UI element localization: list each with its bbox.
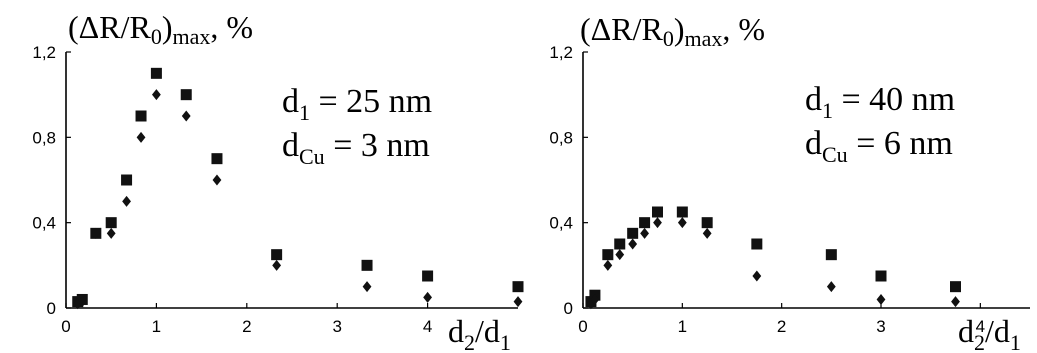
diamond-point bbox=[640, 227, 649, 239]
axes bbox=[582, 52, 1030, 309]
diamond-point bbox=[77, 296, 87, 308]
chart-right: (ΔR/R0)max, % 0 1 2 3 4 0 0,4 0,8 1,2 d1 = 40 nm… bbox=[549, 11, 1030, 353]
square-point bbox=[211, 153, 223, 165]
x-tick-label: 4 bbox=[423, 317, 432, 336]
x-tick-label: 3 bbox=[332, 317, 341, 336]
diamond-point bbox=[628, 238, 638, 250]
x-tick-label: 0 bbox=[61, 317, 70, 336]
diamond-point bbox=[653, 217, 662, 229]
square-point bbox=[105, 217, 117, 229]
axes bbox=[65, 52, 518, 309]
square-point bbox=[121, 174, 133, 186]
square-point bbox=[150, 67, 162, 79]
y-tick-label: 0 bbox=[564, 299, 573, 318]
x-axis-label: d2/d1 bbox=[448, 313, 511, 353]
diamond-point bbox=[423, 291, 432, 303]
square-point bbox=[652, 206, 663, 218]
square-point bbox=[135, 110, 147, 122]
data-points bbox=[585, 206, 961, 310]
x-axis-label: d2/d1 bbox=[958, 313, 1021, 353]
x-tick-label: 2 bbox=[777, 317, 786, 336]
y-tick-label: 1,2 bbox=[549, 43, 573, 62]
square-point bbox=[639, 217, 651, 229]
square-point bbox=[825, 249, 837, 261]
diamond-point bbox=[152, 89, 161, 101]
diamond-point bbox=[181, 110, 191, 122]
x-tick-label: 3 bbox=[876, 317, 885, 336]
square-point bbox=[512, 281, 524, 293]
annotation-d1: d1 = 40 nm bbox=[805, 81, 955, 123]
diamond-point bbox=[513, 296, 523, 308]
square-point bbox=[950, 281, 961, 293]
diamond-point bbox=[272, 259, 282, 271]
y-axis-label: (ΔR/R0)max, % bbox=[580, 11, 765, 51]
x-tick-label: 1 bbox=[678, 317, 687, 336]
annotation-d1: d1 = 25 nm bbox=[282, 83, 432, 125]
square-point bbox=[751, 238, 763, 250]
diamond-point bbox=[951, 296, 960, 308]
diamond-point bbox=[212, 174, 222, 186]
square-point bbox=[180, 89, 192, 101]
diamond-point bbox=[615, 249, 625, 261]
chart-left: (ΔR/R0)max, % 0 1 2 3 4 0 0,4 0,8 1,2 d1 = 25 nm… bbox=[32, 9, 524, 353]
square-point bbox=[422, 270, 434, 282]
square-point bbox=[875, 270, 887, 282]
diamond-point bbox=[603, 259, 613, 271]
square-point bbox=[361, 259, 373, 271]
square-point bbox=[701, 217, 713, 229]
square-point bbox=[602, 249, 614, 261]
y-tick-label: 0 bbox=[47, 299, 56, 318]
annotation-dcu: dCu = 6 nm bbox=[805, 125, 953, 167]
square-point bbox=[627, 227, 639, 239]
x-tick-label: 0 bbox=[578, 317, 587, 336]
diamond-point bbox=[677, 217, 687, 229]
diamond-point bbox=[362, 281, 372, 293]
ticks: 0 1 2 3 4 0 0,4 0,8 1,2 bbox=[32, 43, 432, 336]
x-tick-label: 1 bbox=[152, 317, 161, 336]
diamond-point bbox=[91, 227, 101, 239]
square-point bbox=[614, 238, 626, 250]
y-tick-label: 0,8 bbox=[549, 128, 573, 147]
square-point bbox=[271, 249, 283, 261]
diamond-point bbox=[702, 227, 712, 239]
y-tick-label: 0,4 bbox=[32, 214, 56, 233]
diamond-point bbox=[136, 131, 146, 143]
y-tick-label: 0,4 bbox=[549, 214, 573, 233]
y-tick-label: 1,2 bbox=[32, 43, 56, 62]
diamond-point bbox=[106, 227, 116, 239]
diamond-point bbox=[826, 281, 836, 293]
square-point bbox=[676, 206, 688, 218]
annotation-dcu: dCu = 3 nm bbox=[282, 127, 430, 169]
y-axis-label: (ΔR/R0)max, % bbox=[68, 9, 253, 49]
diamond-point bbox=[752, 270, 762, 282]
diamond-point bbox=[876, 293, 886, 305]
x-tick-label: 4 bbox=[976, 317, 985, 336]
y-tick-label: 0,8 bbox=[32, 128, 56, 147]
diamond-point bbox=[122, 195, 131, 207]
ticks: 0 1 2 3 4 0 0,4 0,8 1,2 bbox=[549, 43, 985, 336]
diamond-point bbox=[590, 293, 600, 305]
data-points bbox=[72, 67, 524, 310]
x-tick-label: 2 bbox=[242, 317, 251, 336]
